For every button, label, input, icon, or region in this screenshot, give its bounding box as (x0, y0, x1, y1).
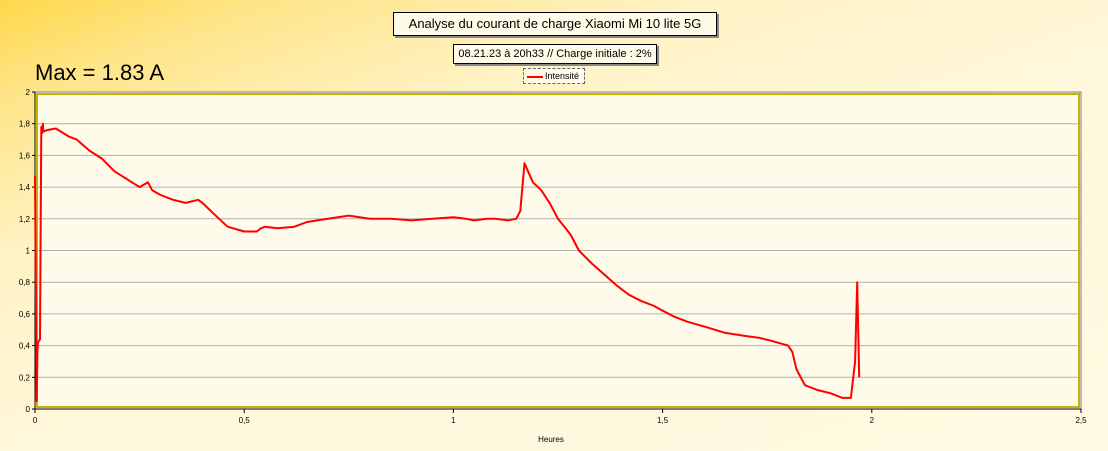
x-tick-label: 1,5 (657, 416, 669, 425)
x-tick-label: 2,5 (1075, 416, 1087, 425)
x-tick-label: 2 (870, 416, 875, 425)
y-tick-label: 1,8 (19, 120, 31, 129)
legend-label: Intensité (545, 71, 580, 81)
x-tick-label: 0 (33, 416, 38, 425)
max-annotation: Max = 1.83 A (35, 60, 165, 85)
y-tick-label: 0 (26, 405, 31, 414)
y-tick-label: 0,6 (19, 310, 31, 319)
y-tick-label: 2 (26, 88, 31, 97)
legend-swatch (527, 75, 543, 78)
chart-subtitle: 08.21.23 à 20h33 // Charge initiale : 2% (453, 44, 657, 64)
series-line-intensite (34, 122, 861, 403)
plot-frame (36, 93, 1080, 408)
y-tick-label: 1,6 (19, 151, 31, 160)
legend: Intensité (523, 68, 585, 84)
y-tick-label: 1,4 (19, 183, 31, 192)
x-tick-label: 0,5 (239, 416, 251, 425)
chart-title: Analyse du courant de charge Xiaomi Mi 1… (393, 12, 717, 36)
y-tick-label: 1,2 (19, 215, 31, 224)
x-axis-label: Heures (538, 435, 564, 444)
y-tick-label: 0,2 (19, 373, 31, 382)
y-tick-label: 0,4 (19, 342, 31, 351)
y-tick-label: 0,8 (19, 278, 31, 287)
x-tick-label: 1 (451, 416, 456, 425)
y-tick-label: 1 (26, 247, 31, 256)
